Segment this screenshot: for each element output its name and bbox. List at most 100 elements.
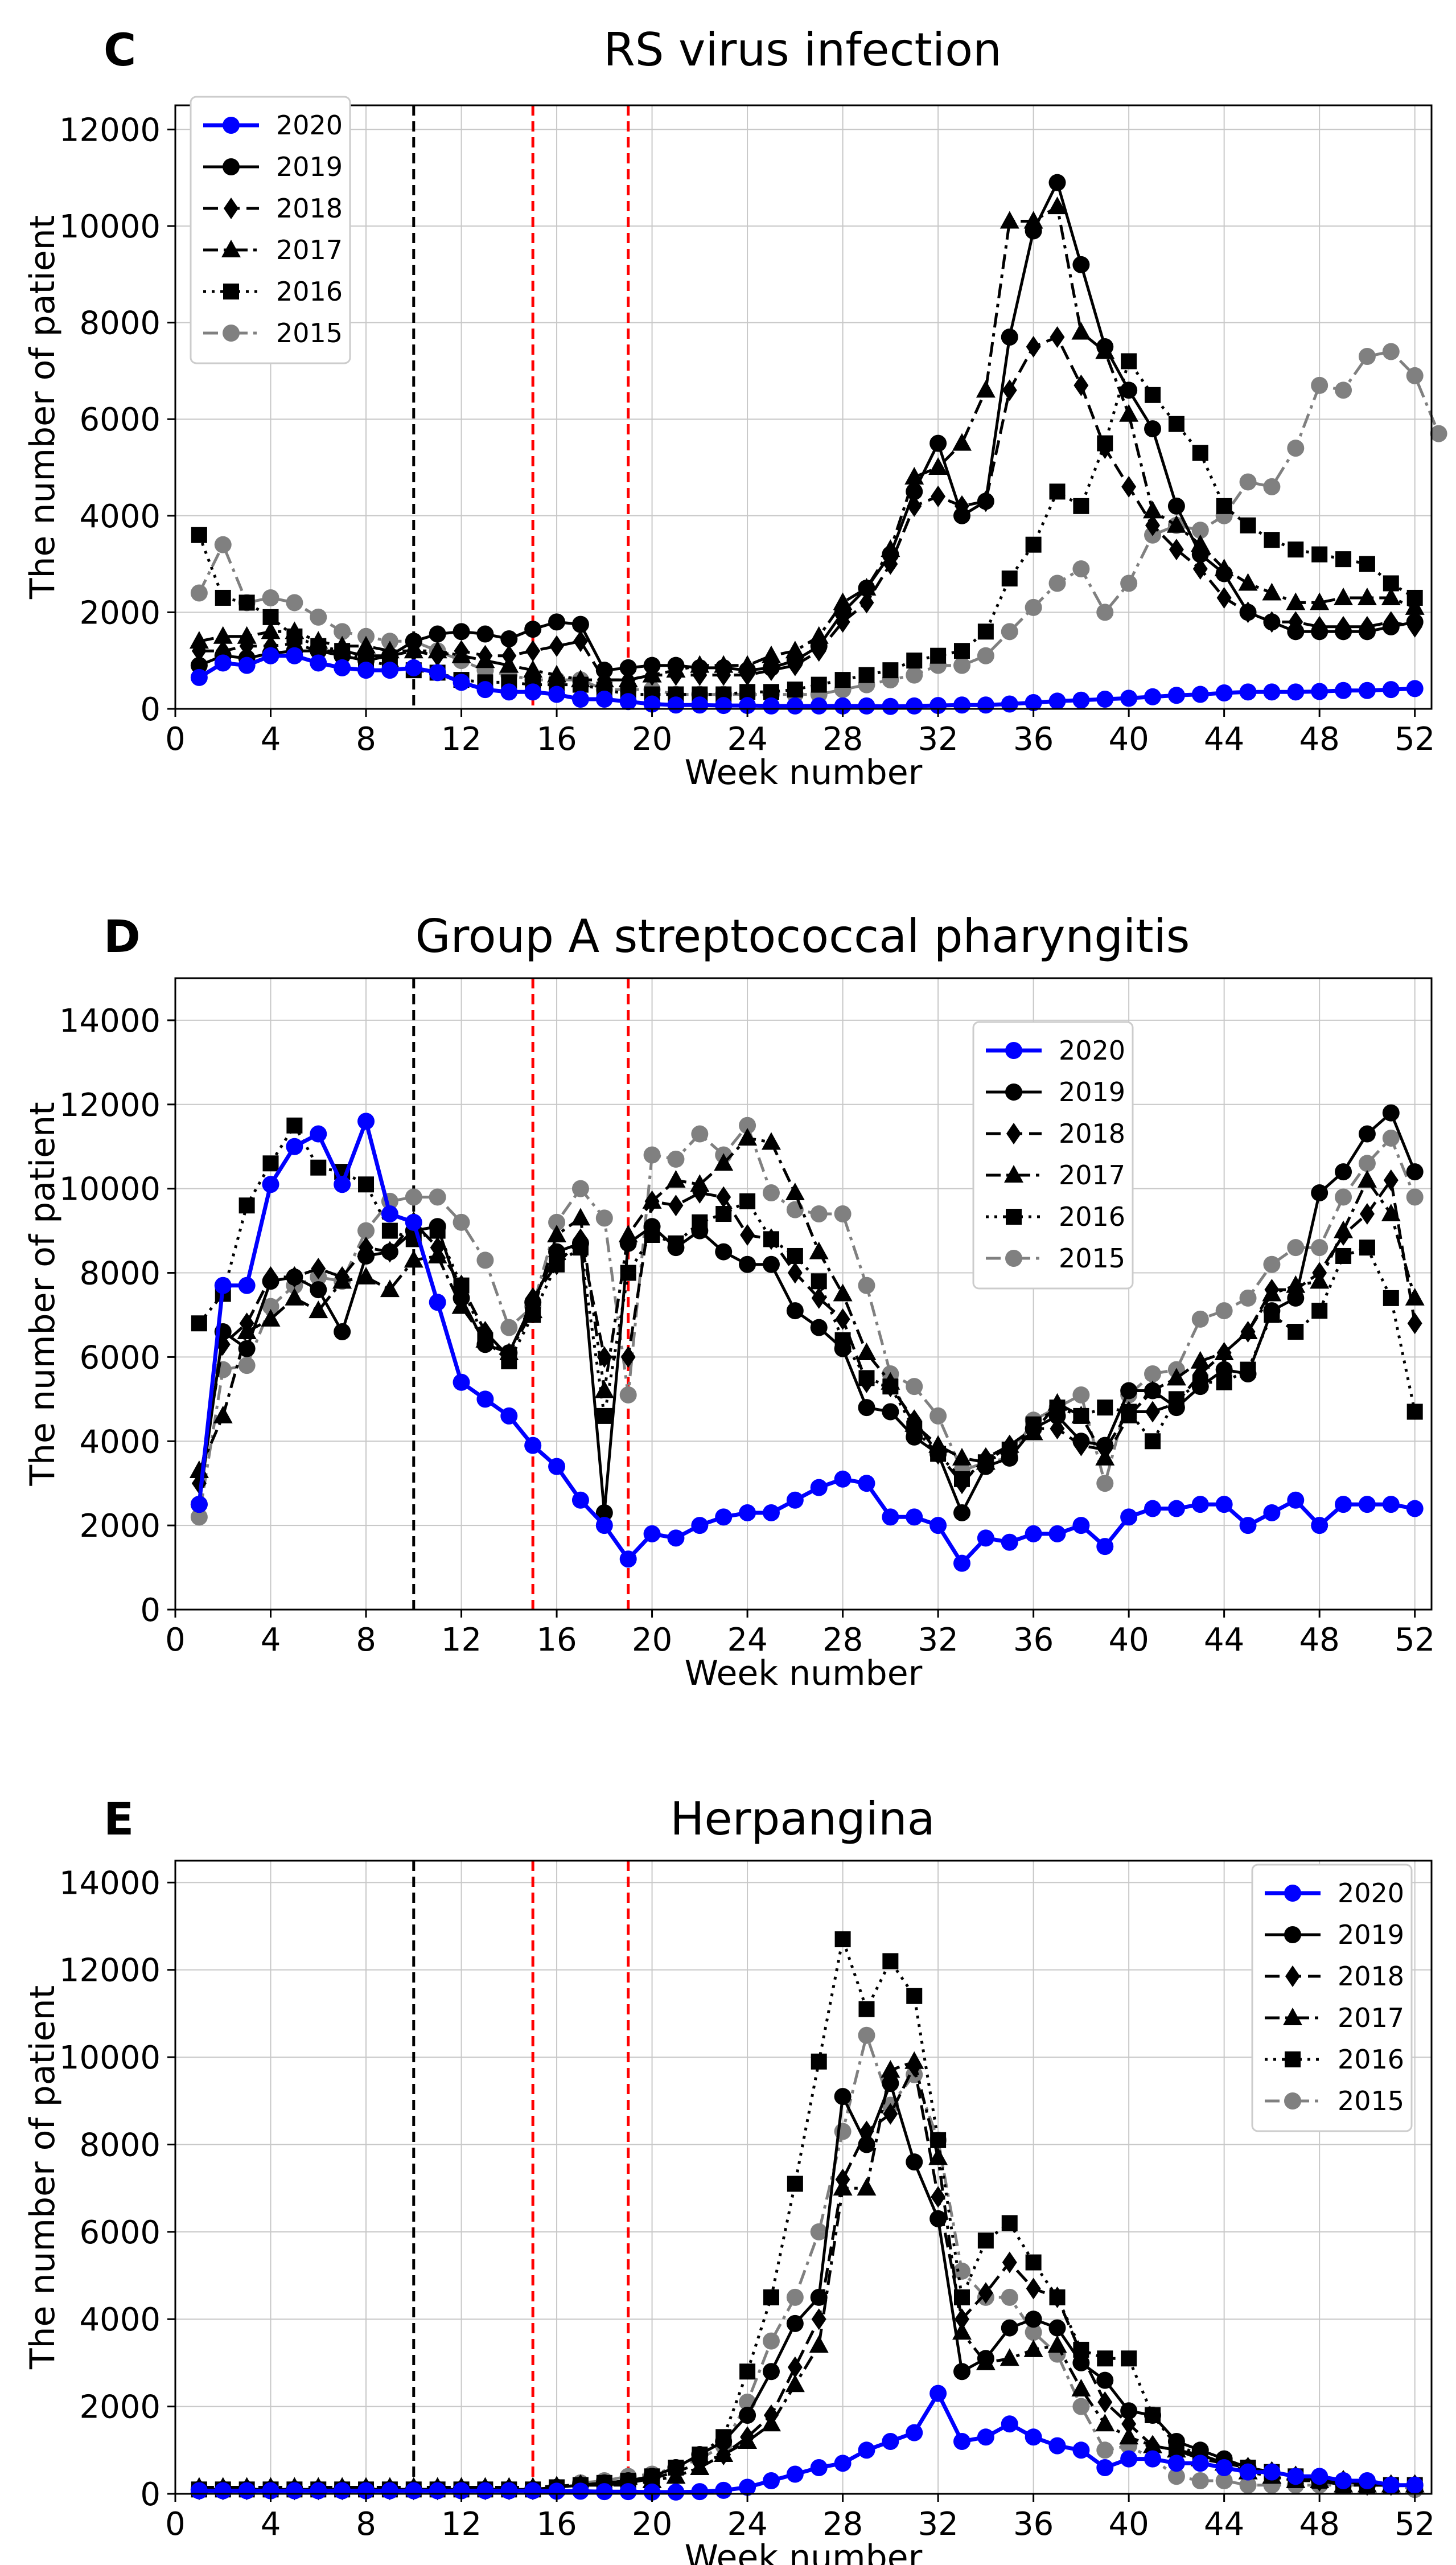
- data-point: [595, 2483, 613, 2501]
- x-tick-label: 40: [1109, 1622, 1149, 1659]
- data-point: [286, 1117, 303, 1134]
- data-point: [1288, 1324, 1304, 1340]
- data-point: [357, 662, 375, 679]
- data-point: [190, 1496, 208, 1513]
- data-point: [859, 592, 874, 614]
- data-point: [810, 697, 828, 715]
- data-point: [1073, 498, 1089, 514]
- data-point: [1239, 1517, 1257, 1534]
- legend: 2020 2019 2018 2017 2016 2015: [1251, 1864, 1413, 2132]
- data-point: [834, 1931, 851, 1948]
- x-tick-label: 24: [727, 1622, 767, 1659]
- data-point: [1071, 2378, 1091, 2396]
- x-tick-label: 8: [356, 1622, 376, 1659]
- data-point: [571, 2482, 589, 2500]
- data-point: [429, 1188, 446, 1206]
- data-point: [1406, 2476, 1424, 2494]
- data-point: [405, 659, 422, 676]
- y-tick-label: 4000: [79, 2301, 161, 2338]
- data-point: [1121, 1401, 1137, 1423]
- data-point: [929, 697, 947, 715]
- data-point: [739, 2363, 756, 2380]
- data-point: [953, 2432, 970, 2450]
- data-point: [1239, 1365, 1257, 1382]
- data-point: [1096, 2371, 1114, 2389]
- data-point: [500, 630, 518, 648]
- data-point: [978, 2282, 993, 2304]
- panel-letter-e: E: [104, 1794, 134, 1845]
- series-2018: [191, 326, 1422, 691]
- data-point: [739, 1193, 756, 1209]
- data-point: [1215, 684, 1233, 702]
- data-point: [310, 1281, 327, 1299]
- x-tick-label: 40: [1109, 721, 1149, 758]
- legend-label-2018: 2018: [1338, 1961, 1404, 1992]
- data-point: [858, 580, 875, 597]
- data-point: [237, 626, 257, 644]
- data-point: [763, 2289, 779, 2305]
- panel-c: C RS virus infection 0 4 8 12 16 20 24 28 32 36 40…: [23, 23, 1447, 793]
- data-point: [739, 662, 756, 679]
- data-point: [549, 635, 565, 657]
- data-point: [453, 623, 470, 641]
- data-point: [453, 1373, 470, 1391]
- data-point: [1191, 1378, 1209, 1396]
- data-point: [691, 1517, 709, 1534]
- data-point: [1049, 483, 1066, 500]
- x-tick-label: 20: [632, 1622, 672, 1659]
- data-point: [883, 2103, 898, 2125]
- data-point: [1047, 2335, 1067, 2353]
- x-axis-label: Week number: [685, 753, 923, 793]
- y-tick-label: 14000: [59, 1003, 161, 1040]
- panel-letter-d: D: [104, 912, 141, 963]
- data-point: [1096, 691, 1114, 708]
- y-tick-label: 6000: [79, 401, 161, 438]
- legend-label-2015: 2015: [1338, 2086, 1404, 2116]
- data-point: [786, 1201, 804, 1218]
- data-point: [429, 2482, 446, 2500]
- data-point: [1096, 2459, 1114, 2476]
- data-point: [261, 621, 281, 639]
- x-tick-label: 48: [1299, 1622, 1340, 1659]
- data-point: [1311, 376, 1329, 394]
- data-point: [571, 691, 589, 708]
- data-point: [834, 672, 851, 688]
- data-point: [1238, 573, 1258, 591]
- data-point: [1120, 1508, 1138, 1526]
- data-point: [953, 507, 970, 524]
- data-point: [1167, 2432, 1185, 2450]
- data-point: [809, 1241, 829, 1259]
- panel-title-d: Group A streptococcal pharyngitis: [416, 910, 1190, 963]
- series-line-2016: [198, 359, 1416, 696]
- data-point: [1025, 693, 1042, 711]
- data-point: [453, 2482, 470, 2500]
- x-tick-label: 8: [356, 721, 376, 758]
- data-point: [595, 1209, 613, 1227]
- y-tick-label: 2000: [79, 1508, 161, 1545]
- data-point: [357, 1222, 375, 1240]
- x-tick-label: 24: [727, 2506, 767, 2543]
- data-point: [1026, 2277, 1041, 2300]
- data-point: [238, 1357, 256, 1374]
- data-point: [739, 1117, 756, 1134]
- data-point: [358, 1176, 375, 1193]
- data-point: [1072, 2441, 1090, 2459]
- data-point: [1119, 2427, 1139, 2445]
- x-tick-label: 52: [1395, 1622, 1435, 1659]
- data-point: [786, 2314, 804, 2332]
- data-point: [1120, 690, 1138, 707]
- data-point: [1239, 1289, 1257, 1307]
- data-point: [1311, 1184, 1329, 1202]
- x-tick-label: 16: [536, 2506, 577, 2543]
- data-point: [1000, 2348, 1019, 2366]
- data-point: [666, 1169, 686, 1188]
- data-point: [573, 630, 588, 652]
- data-point: [570, 1208, 590, 1226]
- series-2020: [190, 2385, 1424, 2501]
- data-point: [929, 1445, 947, 1463]
- series-2016: [191, 1931, 1423, 2498]
- data-point: [858, 1277, 875, 1294]
- data-point: [453, 1289, 470, 1307]
- legend-marker-2020: [223, 117, 240, 134]
- x-tick-label: 16: [536, 721, 577, 758]
